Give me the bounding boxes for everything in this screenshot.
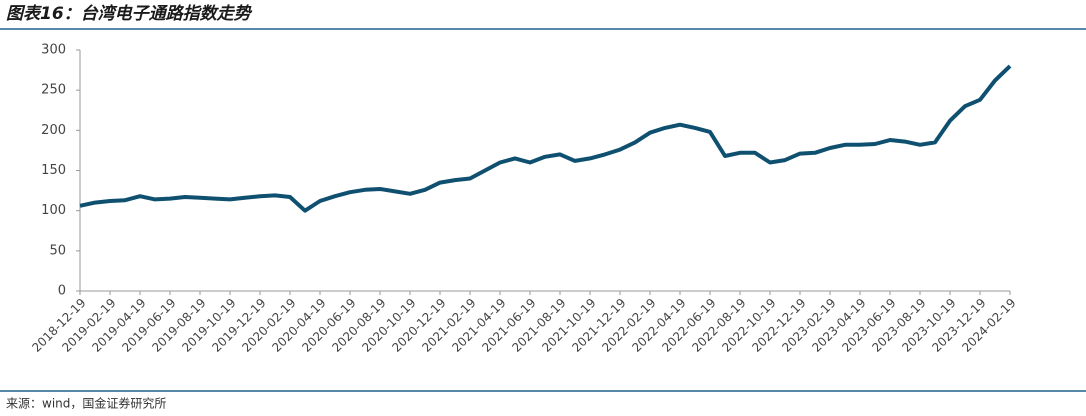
y-tick-label: 300: [41, 43, 66, 58]
y-tick-label: 250: [41, 83, 66, 98]
source: 来源：wind，国金证券研究所: [6, 396, 166, 411]
y-tick-label: 200: [41, 123, 66, 138]
y-tick-label: 50: [49, 243, 66, 258]
y-tick-label: 0: [58, 284, 66, 299]
chart-title: 图表16：台湾电子通路指数走势: [6, 4, 253, 24]
line: [79, 64, 1012, 213]
y-tick-label: 150: [41, 163, 66, 178]
y-tick-label: 100: [41, 203, 66, 218]
